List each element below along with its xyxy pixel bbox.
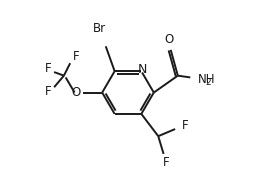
Text: O: O — [72, 86, 81, 99]
Text: NH: NH — [197, 73, 215, 86]
Text: F: F — [182, 119, 188, 132]
Text: F: F — [45, 62, 52, 75]
Text: F: F — [73, 49, 79, 63]
Text: Br: Br — [93, 22, 106, 35]
Text: F: F — [45, 85, 52, 98]
Text: O: O — [165, 33, 174, 46]
Text: 2: 2 — [205, 78, 211, 87]
Text: F: F — [163, 156, 169, 169]
Text: N: N — [138, 63, 147, 76]
